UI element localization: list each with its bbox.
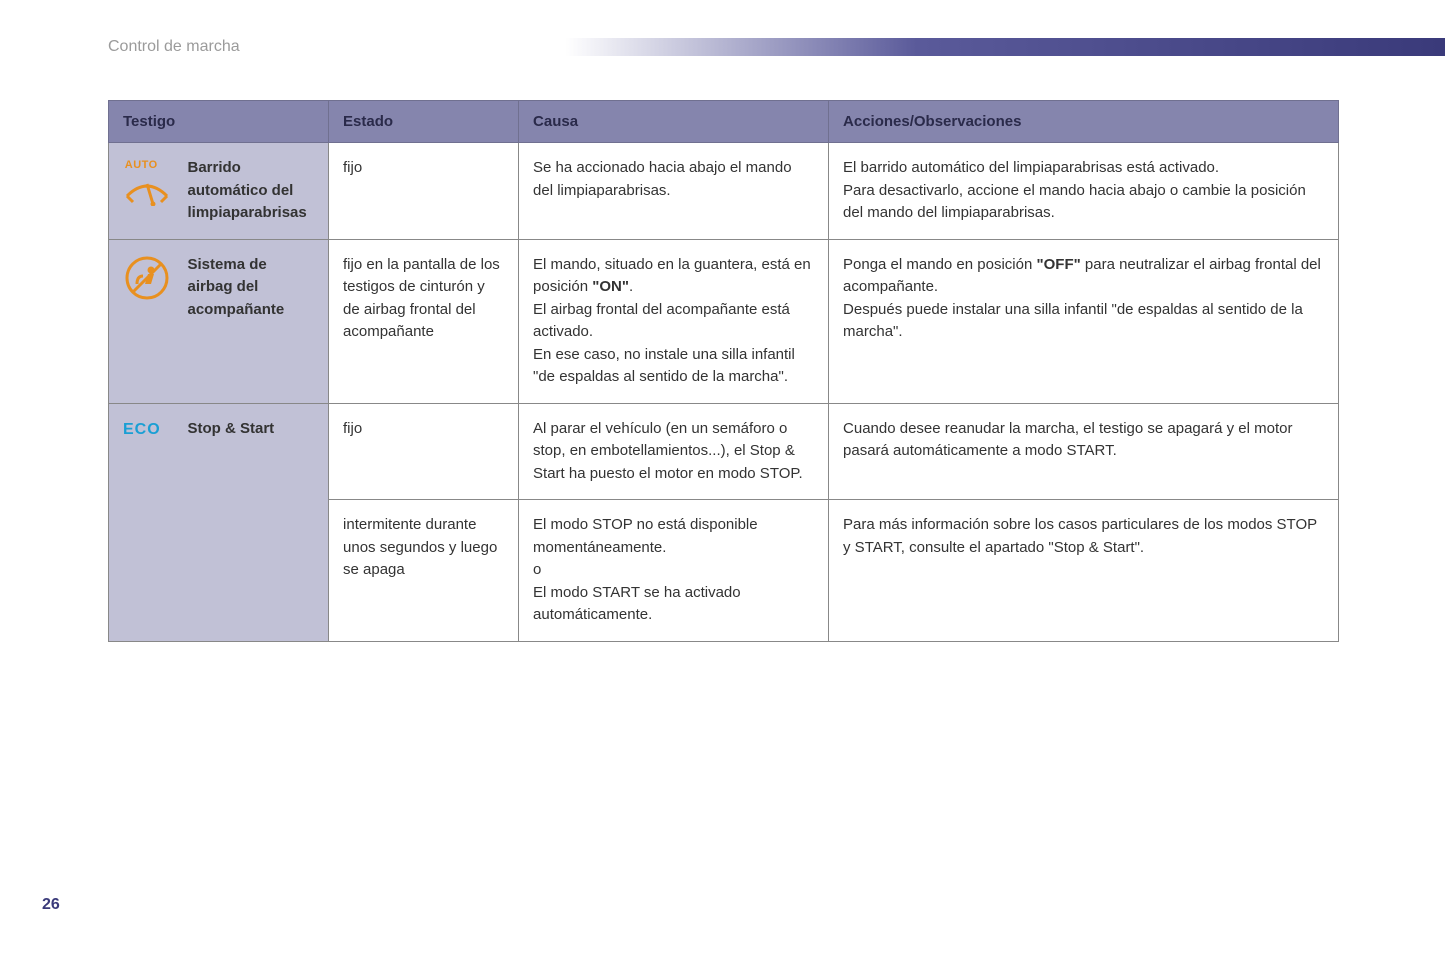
bold-text: "OFF": [1037, 256, 1081, 273]
table-row: AUTO Barrido automático del limpiaparabr…: [109, 143, 1339, 240]
acciones-cell: Ponga el mando en posición "OFF" para ne…: [829, 239, 1339, 403]
icon-cell: ECO: [109, 403, 174, 641]
icon-cell: [109, 239, 174, 403]
auto-text-icon: AUTO: [123, 157, 160, 174]
page-number: 26: [42, 896, 60, 914]
acciones-cell: Para más información sobre los casos par…: [829, 500, 1339, 642]
header-causa: Causa: [519, 101, 829, 143]
causa-cell: El mando, situado en la guantera, está e…: [519, 239, 829, 403]
icon-cell: AUTO: [109, 143, 174, 240]
table-header-row: Testigo Estado Causa Acciones/Observacio…: [109, 101, 1339, 143]
estado-cell: fijo en la pantalla de los testigos de c…: [329, 239, 519, 403]
causa-cell: El modo STOP no está disponible momentán…: [519, 500, 829, 642]
header-testigo: Testigo: [109, 101, 329, 143]
eco-text-icon: ECO: [123, 418, 160, 442]
header-estado: Estado: [329, 101, 519, 143]
estado-cell: fijo: [329, 143, 519, 240]
indicator-label: Sistema de airbag del acompañante: [174, 239, 329, 403]
header-acciones: Acciones/Observaciones: [829, 101, 1339, 143]
causa-cell: Se ha accionado hacia abajo el mando del…: [519, 143, 829, 240]
causa-cell: Al parar el vehículo (en un semáforo o s…: [519, 403, 829, 500]
header-gradient-bar: [565, 38, 1445, 56]
estado-cell: intermitente durante unos segundos y lue…: [329, 500, 519, 642]
acciones-cell: Cuando desee reanudar la marcha, el test…: [829, 403, 1339, 500]
wiper-icon: [123, 174, 171, 206]
indicators-table: Testigo Estado Causa Acciones/Observacio…: [108, 100, 1339, 642]
table-row: Sistema de airbag del acompañantefijo en…: [109, 239, 1339, 403]
indicator-label: Barrido automático del limpiaparabrisas: [174, 143, 329, 240]
indicator-label: Stop & Start: [174, 403, 329, 641]
airbag-off-icon: [123, 254, 171, 302]
table-row: ECOStop & StartfijoAl parar el vehículo …: [109, 403, 1339, 500]
estado-cell: fijo: [329, 403, 519, 500]
section-title: Control de marcha: [108, 38, 240, 56]
bold-text: "ON": [592, 278, 629, 295]
acciones-cell: El barrido automático del limpiaparabris…: [829, 143, 1339, 240]
